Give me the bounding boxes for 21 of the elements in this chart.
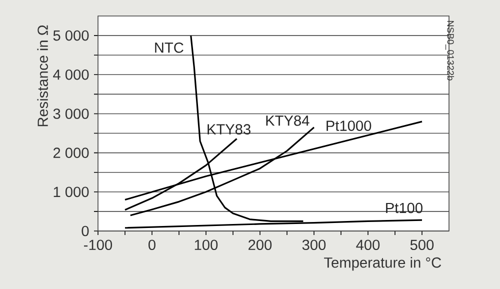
x-tick-label: 500 [410, 240, 434, 250]
x-tick-label: 200 [248, 240, 272, 250]
y-tick-label: 5 000 [53, 30, 89, 41]
annotation: NSB0_01322b [445, 21, 454, 80]
y-tick-label: 0 [82, 226, 89, 236]
x-tick-label: 100 [194, 240, 218, 250]
x-tick-label: 300 [302, 240, 326, 250]
y-tick-label: 3 000 [53, 108, 89, 119]
x-tick-label: -100 [84, 240, 112, 250]
x-tick-label: 0 [148, 240, 156, 250]
series-label: KTY83 [208, 124, 250, 134]
x-tick-label: 400 [356, 240, 380, 250]
series-label: Pt100 [386, 202, 422, 214]
y-tick-label: 1 000 [54, 186, 89, 198]
y-axis-title: Resistance in Ω [37, 25, 48, 126]
x-axis-title: Temperature in °C [324, 257, 442, 271]
y-tick-label: 4 000 [53, 69, 89, 80]
series-label: KTY84 [266, 115, 310, 126]
series-label: Pt1000 [326, 120, 372, 131]
series-label: NTC [155, 42, 184, 53]
y-tick-label: 2 000 [53, 148, 89, 158]
